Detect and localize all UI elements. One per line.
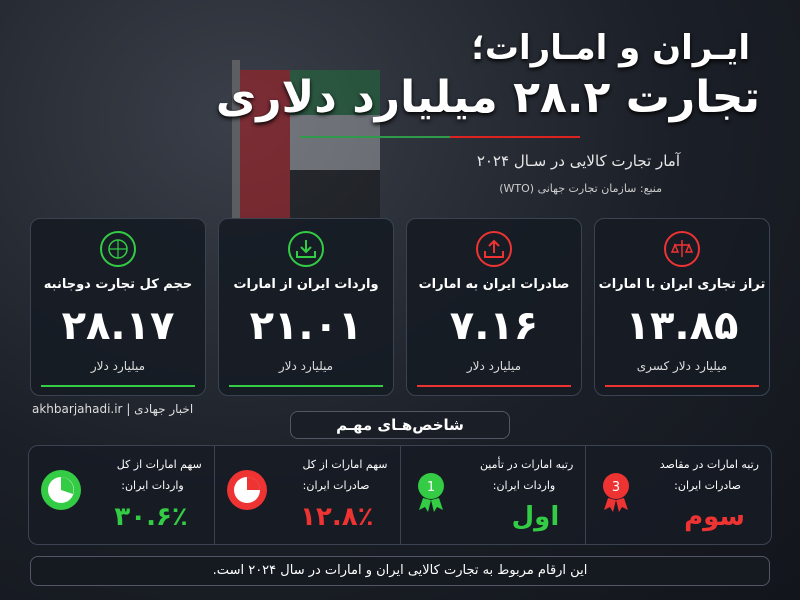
- indicator-label: سهم امارات از کل: [116, 458, 202, 471]
- indicator-value: ۳۰.۶٪: [114, 502, 188, 532]
- section-title: شاخص‌هـای مهـم: [290, 411, 510, 439]
- svg-text:3: 3: [612, 480, 620, 495]
- watermark-site: akhbarjahadi.ir: [32, 402, 123, 416]
- card-title: صادرات ایران به امارات: [418, 277, 570, 292]
- stat-card: واردات ایران از امارات ۲۱.۰۱ میلیارد دلار: [218, 218, 394, 396]
- card-underline: [41, 385, 195, 387]
- indicators: رتبه امارات در مقاصد صادرات ایران: سوم 3 رتب…: [28, 445, 772, 545]
- title: تجارت ۲۸.۲ میلیارد دلاری: [215, 72, 760, 123]
- indicator-value: ۱۲.۸٪: [300, 502, 374, 532]
- indicator-icon: 3: [596, 468, 636, 516]
- card-title: حجم کل تجارت دوجانبه: [43, 277, 193, 292]
- indicator-label: واردات ایران:: [121, 479, 184, 492]
- title: ایـران و امـارات؛: [471, 28, 750, 68]
- source: منبع: سازمان تجارت جهانی (WTO): [499, 182, 662, 195]
- indicator: رتبه امارات در مقاصد صادرات ایران: سوم 3: [585, 446, 771, 544]
- card-value: ۲۱.۰۱: [249, 303, 363, 349]
- card-unit: میلیارد دلار: [278, 359, 334, 373]
- footer: این ارقام مربوط به تجارت کالایی ایران و …: [30, 556, 770, 586]
- indicator-label: سهم امارات از کل: [302, 458, 388, 471]
- cards: تراز تجاری ایران با امارات ۱۳.۸۵ میلیارد د…: [30, 218, 770, 396]
- card-underline: [417, 385, 571, 387]
- indicator-label: صادرات ایران:: [674, 479, 741, 492]
- card-unit: میلیارد دلار کسری: [636, 359, 728, 373]
- card-icon: [288, 231, 324, 271]
- indicator-icon: [39, 468, 83, 516]
- card-value: ۱۳.۸۵: [625, 303, 739, 349]
- stat-card: صادرات ایران به امارات ۷.۱۶ میلیارد دلار: [406, 218, 582, 396]
- card-value: ۷.۱۶: [449, 303, 539, 349]
- card-title: واردات ایران از امارات: [233, 277, 379, 292]
- card-icon: [100, 231, 136, 271]
- indicator-value: اول: [511, 502, 560, 532]
- indicator-label: رتبه امارات در مقاصد: [659, 458, 759, 471]
- card-underline: [605, 385, 759, 387]
- indicator-icon: 1: [411, 468, 451, 516]
- indicator-value: سوم: [684, 502, 745, 532]
- card-value: ۲۸.۱۷: [61, 303, 175, 349]
- card-title: تراز تجاری ایران با امارات: [598, 277, 766, 292]
- indicator-icon: [225, 468, 269, 516]
- watermark: akhbarjahadi.ir | اخبار جهادی: [32, 402, 194, 416]
- watermark-name: اخبار جهادی: [134, 402, 194, 416]
- card-underline: [229, 385, 383, 387]
- subtitle: آمار تجارت کالایی در سـال ۲۰۲۴: [476, 152, 680, 170]
- card-icon: [664, 231, 700, 271]
- stat-card: حجم کل تجارت دوجانبه ۲۸.۱۷ میلیارد دلار: [30, 218, 206, 396]
- indicator: سهم امارات از کل صادرات ایران: ۱۲.۸٪: [213, 446, 400, 544]
- indicator: رتبه امارات در تأمین واردات ایران: اول 1: [399, 446, 586, 544]
- indicator-label: رتبه امارات در تأمین: [479, 458, 574, 471]
- indicator: سهم امارات از کل واردات ایران: ۳۰.۶٪: [29, 446, 214, 544]
- svg-text:1: 1: [426, 480, 434, 495]
- stat-card: تراز تجاری ایران با امارات ۱۳.۸۵ میلیارد د…: [594, 218, 770, 396]
- indicator-label: واردات ایران:: [492, 479, 556, 492]
- card-unit: میلیارد دلار: [90, 359, 146, 373]
- indicator-label: صادرات ایران:: [302, 479, 370, 492]
- card-icon: [476, 231, 512, 271]
- card-unit: میلیارد دلار: [466, 359, 522, 373]
